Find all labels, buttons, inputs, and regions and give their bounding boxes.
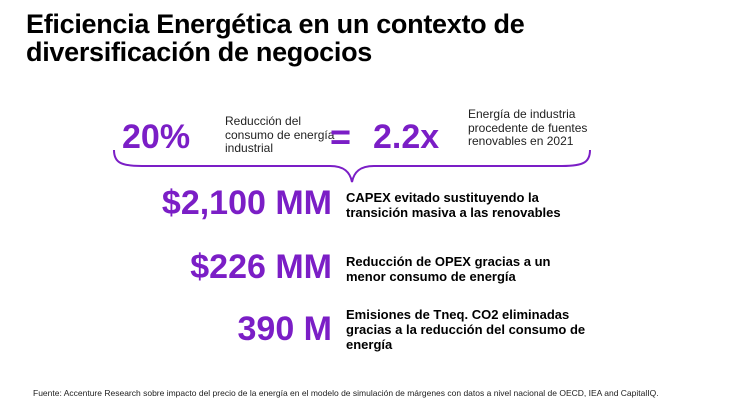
stat-description-opex: Reducción de OPEX gracias a un menor con… [346, 254, 551, 284]
curly-brace-icon [113, 149, 591, 183]
stat-description-capex: CAPEX evitado sustituyendo la transición… [346, 190, 561, 220]
stat-value-emissions: 390 M [237, 310, 333, 348]
page-title: Eficiencia Energética en un contexto de … [26, 9, 525, 67]
stat-value-opex: $226 MM [190, 248, 332, 286]
percent-figure: 20% [122, 118, 191, 156]
stat-value-capex: $2,100 MM [161, 184, 332, 222]
source-note: Fuente: Accenture Research sobre impacto… [33, 388, 659, 398]
ratio-figure: 2.2x [373, 118, 440, 156]
equals-sign: = [330, 116, 352, 157]
ratio-label: Energía de industria procedente de fuent… [468, 107, 588, 148]
stat-description-emissions: Emisiones de Tneq. CO2 eliminadas gracia… [346, 307, 586, 352]
percent-label: Reducción del consumo de energía industr… [225, 114, 335, 155]
